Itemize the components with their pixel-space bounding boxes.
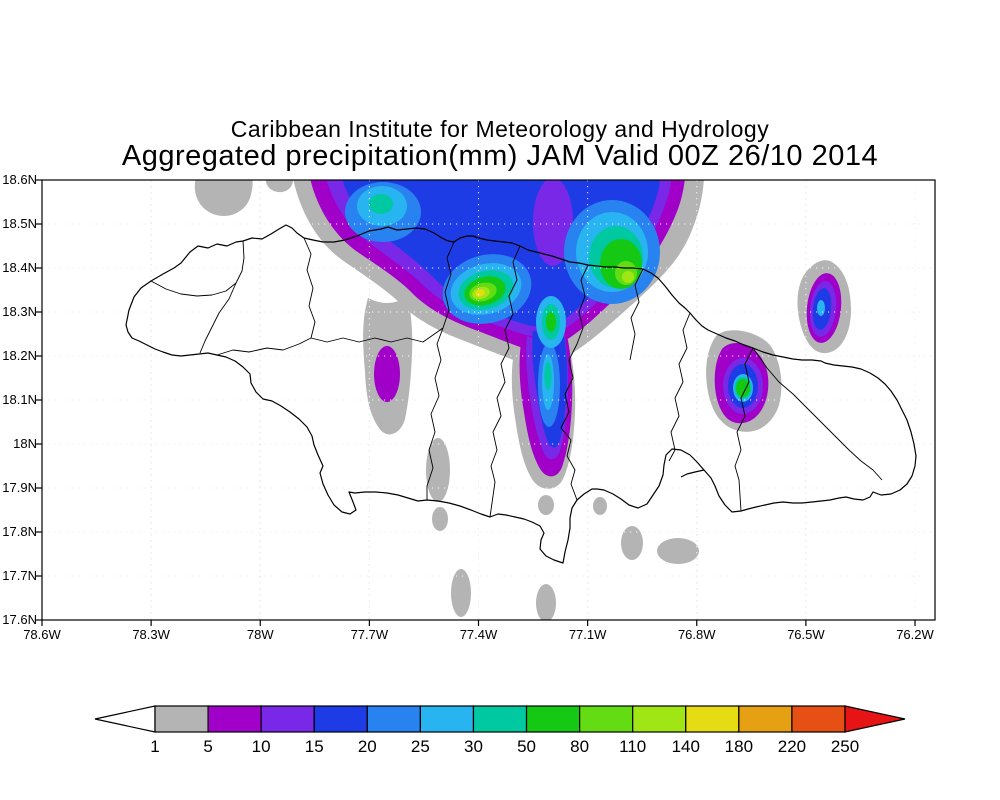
colorbar-label: 50 bbox=[517, 737, 536, 756]
precip-contour-shape bbox=[536, 584, 556, 620]
jamaica-outline-group bbox=[125, 224, 917, 564]
precip-contour-shape bbox=[369, 194, 393, 214]
precip-contour-shape bbox=[475, 289, 485, 297]
colorbar-segment bbox=[738, 705, 793, 733]
y-tick-label: 18.6N bbox=[2, 172, 37, 187]
colorbar-label: 5 bbox=[203, 737, 213, 756]
precip-contour-shape bbox=[621, 526, 643, 560]
y-tick-label: 17.7N bbox=[2, 568, 37, 583]
precip-contour-shape bbox=[593, 497, 607, 515]
parish-boundaries bbox=[150, 237, 883, 518]
precip-contour-shape bbox=[451, 569, 471, 617]
y-tick-label: 17.9N bbox=[2, 480, 37, 495]
colorbar-label: 10 bbox=[251, 737, 271, 756]
x-tick-label: 77.1W bbox=[568, 627, 607, 642]
precip-contour-shape bbox=[817, 300, 825, 316]
palisadoes-spit bbox=[680, 469, 705, 478]
institution-title: Caribbean Institute for Meteorology and … bbox=[230, 116, 770, 142]
colorbar-segment bbox=[260, 705, 315, 733]
y-tick-label: 18N bbox=[13, 436, 37, 451]
x-tick-label: 77.7W bbox=[350, 627, 389, 642]
colorbar-segment bbox=[632, 705, 687, 733]
colorbar-segment bbox=[685, 705, 740, 733]
colorbar-segment bbox=[472, 705, 528, 733]
x-tick-label: 78.6W bbox=[23, 627, 61, 642]
precip-contour-shape bbox=[622, 271, 634, 283]
colorbar-segment bbox=[366, 705, 421, 733]
precip-contour-shape bbox=[538, 495, 554, 515]
precip-contour-shape bbox=[546, 312, 556, 332]
colorbar-segment bbox=[154, 705, 209, 733]
precip-contour-shape bbox=[544, 362, 552, 390]
x-tick-label: 77.4W bbox=[459, 627, 498, 642]
gridlines-over bbox=[42, 180, 935, 620]
axis-tick-marks bbox=[36, 179, 916, 626]
colorbar-label: 1 bbox=[150, 737, 160, 756]
colorbar-segment bbox=[207, 705, 262, 733]
y-tick-label: 18.1N bbox=[2, 392, 37, 407]
colorbar-label: 80 bbox=[570, 737, 590, 756]
precip-contour-shape bbox=[374, 346, 400, 402]
colorbar-segment bbox=[419, 705, 475, 733]
precipitation-shading bbox=[194, 180, 851, 620]
colorbar-segment bbox=[579, 705, 634, 733]
colorbar-segment bbox=[525, 705, 581, 733]
x-tick-label: 78.3W bbox=[132, 627, 170, 642]
x-tick-label: 76.5W bbox=[787, 627, 825, 642]
y-tick-label: 18.5N bbox=[2, 216, 37, 231]
y-tick-label: 17.8N bbox=[2, 524, 37, 539]
plot-title: Aggregated precipitation(mm) JAM Valid 0… bbox=[121, 140, 879, 172]
precip-contour-shape bbox=[265, 180, 293, 193]
colorbar-left-arrow bbox=[94, 705, 156, 733]
precip-contour-shape bbox=[426, 438, 450, 502]
y-tick-label: 18.2N bbox=[2, 348, 37, 363]
x-tick-label: 78W bbox=[246, 627, 274, 642]
precip-contour-shape bbox=[533, 180, 573, 266]
colorbar-segment bbox=[791, 705, 846, 733]
colorbar-scale bbox=[94, 705, 906, 733]
colorbar-label: 110 bbox=[619, 737, 647, 756]
colorbar-label: 220 bbox=[777, 737, 807, 756]
precip-contour-shape bbox=[194, 180, 253, 216]
colorbar-label: 140 bbox=[671, 737, 700, 756]
y-tick-label: 18.4N bbox=[2, 260, 37, 275]
x-tick-label: 76.2W bbox=[896, 627, 934, 642]
colorbar-label: 180 bbox=[724, 737, 754, 756]
colorbar-label: 15 bbox=[304, 737, 324, 756]
colorbar-right-arrow bbox=[844, 705, 906, 733]
y-tick-label: 18.3N bbox=[2, 304, 37, 319]
colorbar-label: 30 bbox=[463, 737, 483, 756]
y-tick-label: 17.6N bbox=[2, 612, 37, 627]
precip-contour-shape bbox=[736, 379, 750, 397]
colorbar-label: 20 bbox=[357, 737, 377, 756]
colorbar-label: 250 bbox=[830, 737, 860, 756]
precip-contour-shape bbox=[657, 538, 699, 564]
x-tick-label: 76.8W bbox=[677, 627, 716, 642]
jamaica-coastline bbox=[125, 224, 917, 564]
colorbar-label: 25 bbox=[410, 737, 430, 756]
colorbar-segment bbox=[313, 705, 368, 733]
precip-contour-shape bbox=[432, 507, 448, 531]
